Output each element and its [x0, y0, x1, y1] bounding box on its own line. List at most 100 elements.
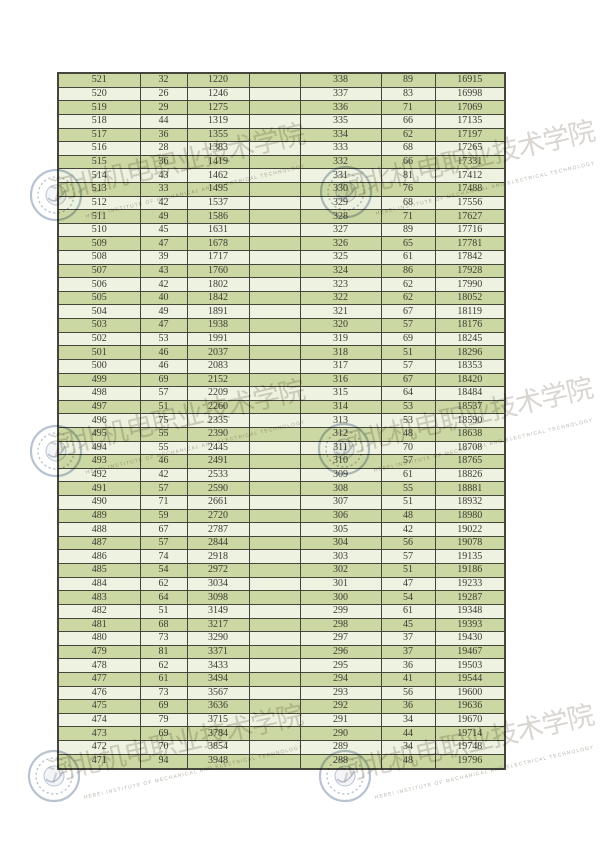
cell-score-left: 510 [57, 222, 141, 238]
cell-cumulative-left: 3098 [186, 590, 250, 605]
cell-count-left: 73 [139, 685, 188, 701]
cell-count-left: 46 [139, 358, 188, 374]
table-row: 471 94 3948 288 48 19796 [57, 753, 506, 770]
cell-cumulative-right: 18638 [434, 426, 506, 442]
cell-score-left: 503 [57, 318, 141, 333]
cell-score-right: 319 [299, 331, 382, 347]
cell-count-left: 29 [139, 100, 188, 115]
cell-score-left: 501 [57, 345, 141, 360]
cell-cumulative-left: 1246 [186, 86, 250, 102]
cell-count-right: 71 [380, 209, 436, 224]
cell-cumulative-left: 1631 [186, 222, 250, 238]
cell-count-left: 94 [139, 753, 188, 770]
cell-cumulative-left: 2720 [186, 508, 250, 524]
cell-spacer [248, 454, 301, 469]
cell-count-left: 57 [139, 386, 188, 401]
table-row: 493 46 2491 310 57 18765 [57, 454, 506, 469]
cell-count-right: 86 [380, 263, 436, 279]
table-row: 486 74 2918 303 57 19135 [57, 549, 506, 565]
cell-cumulative-right: 19430 [434, 631, 506, 646]
cell-score-right: 333 [299, 141, 382, 156]
table-row: 507 43 1760 324 86 17928 [57, 263, 506, 279]
cell-cumulative-right: 18826 [434, 467, 506, 483]
cell-count-right: 56 [380, 685, 436, 701]
cell-cumulative-left: 2260 [186, 399, 250, 415]
cell-cumulative-left: 2335 [186, 413, 250, 428]
cell-cumulative-right: 19186 [434, 563, 506, 578]
cell-score-left: 511 [57, 209, 141, 224]
table-row: 521 32 1220 338 89 16915 [57, 72, 506, 88]
cell-cumulative-right: 17990 [434, 277, 506, 292]
cell-cumulative-left: 3034 [186, 576, 250, 592]
cell-spacer [248, 467, 301, 483]
cell-score-left: 474 [57, 712, 141, 728]
cell-count-left: 69 [139, 372, 188, 388]
cell-cumulative-left: 1891 [186, 304, 250, 320]
table-row: 498 57 2209 315 64 18484 [57, 386, 506, 401]
cell-score-right: 290 [299, 726, 382, 741]
cell-cumulative-left: 3636 [186, 699, 250, 714]
cell-cumulative-right: 17556 [434, 195, 506, 211]
cell-score-left: 479 [57, 644, 141, 660]
cell-cumulative-right: 17842 [434, 250, 506, 265]
cell-score-right: 311 [299, 440, 382, 456]
cell-cumulative-right: 17781 [434, 236, 506, 252]
cell-cumulative-right: 17135 [434, 113, 506, 129]
cell-score-left: 482 [57, 603, 141, 619]
cell-spacer [248, 631, 301, 646]
table-row: 513 33 1495 330 76 17488 [57, 182, 506, 197]
cell-score-left: 491 [57, 481, 141, 497]
cell-score-left: 502 [57, 331, 141, 347]
cell-count-right: 51 [380, 495, 436, 510]
cell-cumulative-right: 19135 [434, 549, 506, 565]
cell-cumulative-left: 2083 [186, 358, 250, 374]
cell-spacer [248, 753, 301, 770]
cell-score-right: 321 [299, 304, 382, 320]
cell-score-left: 506 [57, 277, 141, 292]
cell-cumulative-left: 1678 [186, 236, 250, 252]
cell-score-right: 312 [299, 426, 382, 442]
cell-cumulative-left: 1275 [186, 100, 250, 115]
cell-spacer [248, 522, 301, 537]
cell-score-right: 324 [299, 263, 382, 279]
cell-score-right: 328 [299, 209, 382, 224]
cell-count-right: 48 [380, 426, 436, 442]
table-row: 475 69 3636 292 36 19636 [57, 699, 506, 714]
cell-count-left: 71 [139, 495, 188, 510]
cell-cumulative-left: 2152 [186, 372, 250, 388]
cell-spacer [248, 195, 301, 211]
cell-count-left: 57 [139, 535, 188, 551]
cell-cumulative-left: 2661 [186, 495, 250, 510]
cell-spacer [248, 413, 301, 428]
cell-score-right: 293 [299, 685, 382, 701]
cell-count-left: 81 [139, 644, 188, 660]
cell-count-left: 69 [139, 699, 188, 714]
cell-spacer [248, 685, 301, 701]
cell-count-left: 61 [139, 671, 188, 687]
cell-spacer [248, 576, 301, 592]
table-row: 489 59 2720 306 48 18980 [57, 508, 506, 524]
table-row: 499 69 2152 316 67 18420 [57, 372, 506, 388]
cell-cumulative-left: 2491 [186, 454, 250, 469]
cell-cumulative-right: 18980 [434, 508, 506, 524]
cell-score-right: 307 [299, 495, 382, 510]
cell-score-right: 301 [299, 576, 382, 592]
cell-spacer [248, 358, 301, 374]
cell-spacer [248, 617, 301, 633]
cell-count-right: 57 [380, 454, 436, 469]
cell-score-right: 335 [299, 113, 382, 129]
cell-score-right: 308 [299, 481, 382, 497]
cell-score-left: 500 [57, 358, 141, 374]
cell-spacer [248, 739, 301, 755]
cell-cumulative-right: 17265 [434, 141, 506, 156]
cell-score-right: 294 [299, 671, 382, 687]
cell-spacer [248, 726, 301, 741]
cell-score-left: 472 [57, 739, 141, 755]
cell-spacer [248, 100, 301, 115]
cell-score-right: 326 [299, 236, 382, 252]
cell-spacer [248, 290, 301, 306]
cell-cumulative-right: 19348 [434, 603, 506, 619]
cell-cumulative-right: 18119 [434, 304, 506, 320]
cell-score-right: 329 [299, 195, 382, 211]
